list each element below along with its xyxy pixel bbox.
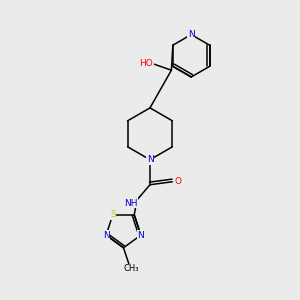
Text: N: N xyxy=(147,155,153,164)
Text: S: S xyxy=(110,210,116,219)
Text: N: N xyxy=(137,231,144,240)
Text: CH₃: CH₃ xyxy=(123,265,139,274)
Text: NH: NH xyxy=(124,199,138,208)
Text: N: N xyxy=(188,30,195,39)
Text: O: O xyxy=(175,177,182,186)
Text: N: N xyxy=(103,231,110,240)
Text: HO: HO xyxy=(140,59,153,68)
